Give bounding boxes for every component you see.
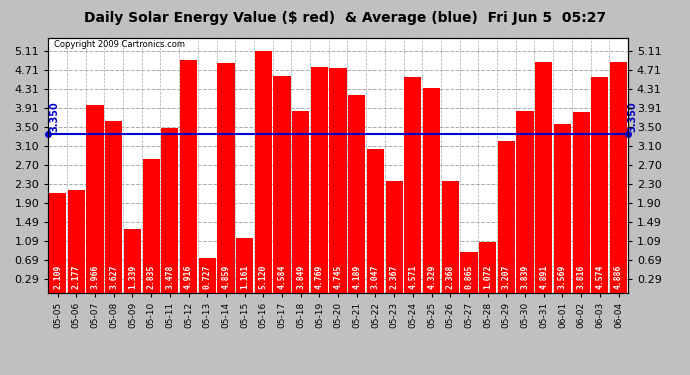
Bar [86, 105, 104, 292]
Text: 3.350: 3.350 [49, 101, 59, 132]
Text: 3.478: 3.478 [166, 264, 175, 289]
Text: Copyright 2009 Cartronics.com: Copyright 2009 Cartronics.com [54, 40, 185, 49]
Bar [180, 60, 197, 292]
Bar [610, 62, 627, 292]
Text: 4.574: 4.574 [595, 264, 604, 289]
Bar [143, 159, 159, 292]
Bar [105, 121, 122, 292]
Bar [423, 88, 440, 292]
Bar [591, 76, 609, 292]
Text: 0.865: 0.865 [464, 264, 473, 289]
Bar [68, 190, 85, 292]
Bar [310, 67, 328, 292]
Bar [535, 62, 553, 292]
Text: 4.329: 4.329 [427, 264, 436, 289]
Text: 2.177: 2.177 [72, 264, 81, 289]
Text: 4.859: 4.859 [221, 264, 230, 289]
Text: 2.367: 2.367 [390, 264, 399, 289]
Bar [330, 68, 346, 292]
Bar [199, 258, 216, 292]
Bar [460, 252, 477, 292]
Text: 1.072: 1.072 [483, 264, 492, 289]
Bar [348, 94, 366, 292]
Bar [404, 76, 422, 292]
Bar [49, 193, 66, 292]
Text: 3.627: 3.627 [109, 264, 118, 289]
Bar [273, 76, 290, 292]
Text: 3.569: 3.569 [558, 264, 567, 289]
Bar [442, 181, 459, 292]
Text: 1.339: 1.339 [128, 264, 137, 289]
Text: 3.047: 3.047 [371, 264, 380, 289]
Bar [292, 111, 309, 292]
Text: 4.769: 4.769 [315, 264, 324, 289]
Text: 4.571: 4.571 [408, 264, 417, 289]
Bar [386, 181, 403, 292]
Bar [573, 112, 590, 292]
Text: 2.109: 2.109 [53, 264, 62, 289]
Bar [217, 63, 235, 292]
Text: 1.161: 1.161 [240, 264, 249, 289]
Text: 2.835: 2.835 [147, 264, 156, 289]
Bar [517, 111, 533, 292]
Text: 4.916: 4.916 [184, 264, 193, 289]
Text: 3.966: 3.966 [90, 264, 99, 289]
Text: 2.368: 2.368 [446, 264, 455, 289]
Text: 0.727: 0.727 [203, 264, 212, 289]
Text: 3.816: 3.816 [577, 264, 586, 289]
Text: 3.207: 3.207 [502, 264, 511, 289]
Text: 5.120: 5.120 [259, 264, 268, 289]
Text: 3.849: 3.849 [296, 264, 305, 289]
Text: 4.584: 4.584 [277, 264, 286, 289]
Text: 4.189: 4.189 [353, 264, 362, 289]
Bar [554, 124, 571, 292]
Text: Daily Solar Energy Value ($ red)  & Average (blue)  Fri Jun 5  05:27: Daily Solar Energy Value ($ red) & Avera… [84, 11, 606, 25]
Bar [479, 242, 496, 292]
Text: 3.350: 3.350 [627, 101, 637, 132]
Text: 3.839: 3.839 [520, 264, 529, 289]
Text: 4.891: 4.891 [540, 264, 549, 289]
Bar [236, 238, 253, 292]
Bar [255, 51, 272, 292]
Text: 4.745: 4.745 [333, 264, 343, 289]
Bar [161, 128, 179, 292]
Bar [124, 229, 141, 292]
Bar [497, 141, 515, 292]
Bar [367, 148, 384, 292]
Text: 4.886: 4.886 [614, 264, 623, 289]
